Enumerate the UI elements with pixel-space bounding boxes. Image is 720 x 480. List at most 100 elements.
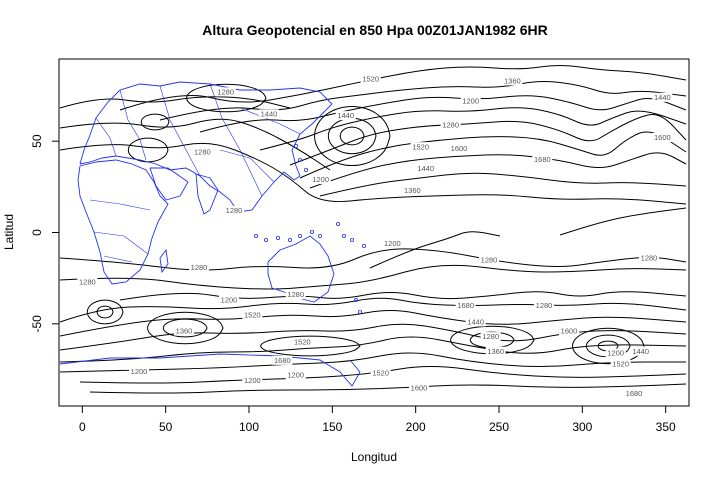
contour-line: [289, 114, 687, 166]
coastline: [159, 248, 169, 274]
contour-label-bg: [370, 368, 391, 378]
contour-line: [339, 126, 365, 146]
contour-line: [127, 137, 169, 163]
island: [341, 233, 346, 238]
contour-label-bg: [382, 238, 403, 248]
contour-label: 1280: [226, 206, 243, 215]
contour-label: 1360: [404, 186, 421, 195]
contour-label: 1200: [462, 97, 479, 106]
contour-label: 1680: [534, 155, 551, 164]
contour-label-bg: [415, 164, 436, 174]
coastline: [149, 167, 189, 201]
contour-label-bg: [639, 253, 659, 263]
contour-label-bg: [449, 143, 469, 153]
contour-line: [369, 231, 501, 269]
country-border: [159, 85, 201, 177]
contour-line: [59, 142, 687, 205]
country-border: [209, 83, 263, 197]
contour-label: 1680: [274, 356, 291, 365]
y-tick-label: 0: [30, 229, 44, 236]
country-border: [103, 255, 133, 263]
contour-label: 1520: [412, 142, 429, 151]
contour-label: 1600: [561, 327, 578, 336]
contour-label-bg: [534, 301, 554, 311]
contour-label: 1280: [641, 254, 658, 263]
contour-line: [59, 264, 687, 290]
contour-label-bg: [409, 383, 429, 393]
x-axis-label: Longitud: [351, 450, 397, 464]
contour-label: 1600: [451, 144, 468, 153]
contour-label: 1200: [221, 296, 238, 305]
contour-line: [96, 305, 114, 319]
contour-line: [59, 352, 686, 373]
contour-line: [59, 310, 687, 337]
contour-label-bg: [559, 326, 579, 336]
contour-line: [59, 297, 687, 323]
contour-line: [327, 117, 377, 155]
x-tick-label: 250: [489, 420, 509, 434]
contour-label-bg: [402, 185, 423, 195]
x-tick-label: 300: [572, 420, 592, 434]
contour-label: 1360: [504, 77, 521, 86]
contour-label: 1440: [654, 93, 671, 102]
y-tick-label: -50: [30, 315, 44, 333]
x-tick-label: 350: [656, 420, 676, 434]
contour-label: 1200: [312, 175, 329, 184]
contour-label: 1440: [261, 109, 278, 118]
island: [349, 237, 354, 242]
contour-label: 1280: [217, 87, 234, 96]
contour-label-bg: [285, 290, 306, 300]
contour-label: 1280: [482, 332, 499, 341]
contour-line: [259, 107, 687, 151]
contour-label-bg: [310, 175, 331, 185]
contour-label-bg: [479, 255, 499, 265]
island: [297, 157, 302, 162]
contour-label-bg: [335, 111, 356, 121]
contour-label-bg: [605, 348, 626, 358]
contour-label-bg: [652, 92, 673, 102]
contour-line: [450, 325, 535, 355]
contour-line: [260, 335, 361, 357]
y-axis-label: Latitud: [2, 214, 16, 250]
contour-label-bg: [465, 317, 486, 327]
y-tick-label: 50: [30, 134, 44, 148]
contour-label-bg: [292, 337, 313, 347]
contour-label-bg: [242, 310, 263, 320]
coastline: [79, 81, 333, 213]
coastline: [77, 159, 169, 285]
contour-label: 1680: [626, 389, 643, 398]
contour-label-bg: [215, 87, 236, 97]
contour-label: 1280: [194, 148, 211, 157]
contour-label: 1280: [287, 290, 304, 299]
country-border: [95, 117, 117, 157]
contour-label: 1520: [612, 360, 629, 369]
contour-label: 1520: [294, 338, 311, 347]
contour-line: [89, 383, 687, 394]
country-border: [93, 231, 149, 255]
contour-line: [159, 81, 687, 121]
contour-label-bg: [77, 277, 98, 287]
contour-label: 1200: [244, 376, 261, 385]
contour-label: 1360: [176, 327, 193, 336]
contour-label-bg: [224, 206, 244, 216]
coastline: [267, 235, 335, 303]
contour-line: [119, 65, 687, 111]
contour-label: 1360: [487, 347, 504, 356]
contour-labels: 1520 1360 1280 1200 1440 1440 1440 1280 1520 1600…: [77, 74, 673, 398]
contour-label-bg: [189, 262, 209, 272]
contour-label-bg: [460, 96, 481, 106]
island: [275, 235, 280, 240]
contour-label: 1280: [481, 255, 498, 264]
contour-label: 1600: [411, 383, 428, 392]
contour-label: 1520: [372, 369, 389, 378]
geopotential-contours: [59, 65, 687, 394]
contour-label-bg: [410, 142, 431, 152]
contour-label: 1600: [654, 133, 671, 142]
contour-label-bg: [360, 74, 381, 84]
contour-label-bg: [610, 359, 631, 369]
contour-label-bg: [192, 147, 213, 157]
country-border: [119, 89, 147, 161]
contour-label: 1440: [417, 164, 434, 173]
contour-label-bg: [532, 154, 553, 164]
